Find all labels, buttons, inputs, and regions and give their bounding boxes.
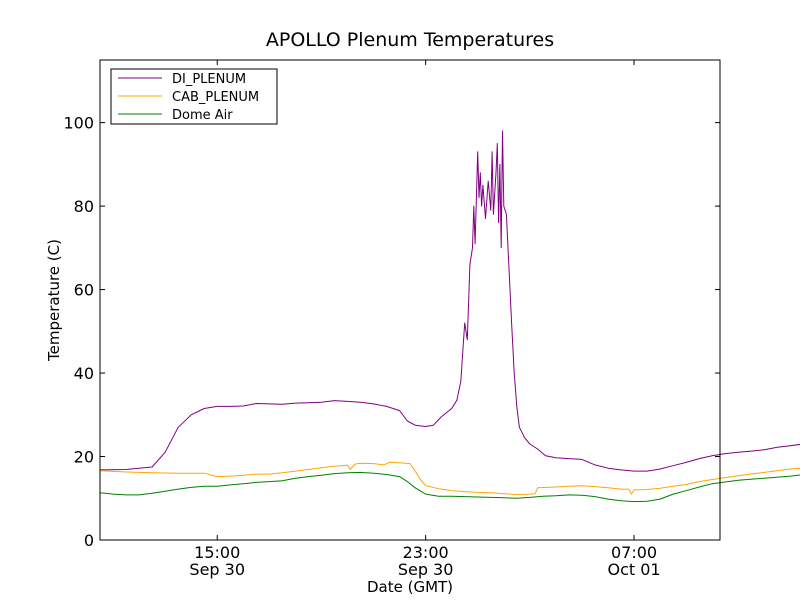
y-tick-label: 80 [74,197,94,216]
legend-label: CAB_PLENUM [172,90,259,105]
x-tick-label-date: Sep 30 [398,560,454,579]
x-tick-label-time: 15:00 [194,543,240,562]
chart-title: APOLLO Plenum Temperatures [266,29,554,51]
legend: DI_PLENUM CAB_PLENUM Dome Air [110,68,278,125]
y-axis-title: Temperature (C) [45,239,63,362]
x-tick-label-time: 07:00 [611,543,657,562]
series-line-dome-air [99,471,800,503]
series-layer [99,130,800,503]
y-tick-label: 40 [74,364,94,383]
y-tick-label: 100 [63,114,94,133]
plot-frame [99,59,721,541]
series-line-cab-plenum [99,461,800,495]
legend-label: DI_PLENUM [172,72,246,87]
y-tick-label: 60 [74,281,94,300]
y-tick-label: 0 [84,531,94,550]
x-tick-label-date: Oct 01 [607,560,660,579]
x-tick-label-time: 23:00 [403,543,449,562]
legend-label: Dome Air [172,108,233,123]
x-tick-label-date: Sep 30 [189,560,245,579]
y-tick-label: 20 [74,448,94,467]
series-line-di-plenum [99,130,800,472]
x-axis-title: Date (GMT) [367,578,453,596]
